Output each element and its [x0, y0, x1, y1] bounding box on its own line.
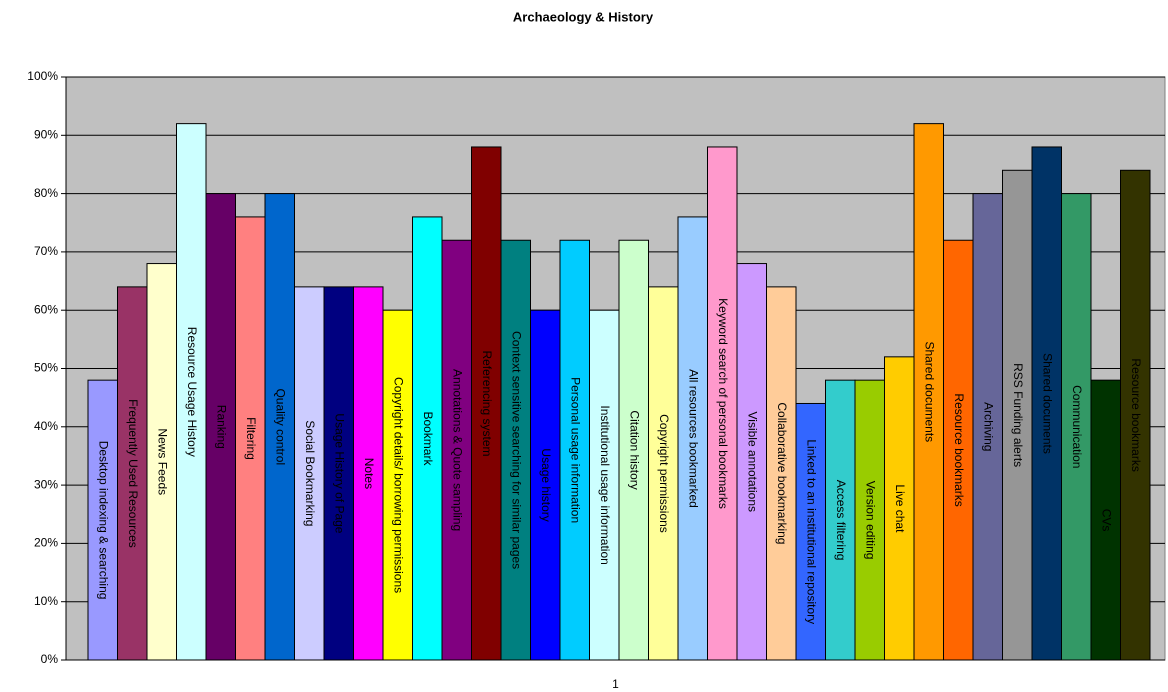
bar-label: Usage History of Page: [333, 413, 347, 533]
bar: [176, 123, 207, 661]
bar-label: Shared documents: [923, 341, 937, 442]
bar-label: Resource bookmarks: [952, 393, 966, 506]
y-tick-label: 40%: [34, 419, 58, 433]
bar-label: Linked to an institutional repository: [805, 439, 819, 624]
y-tick-label: 20%: [34, 536, 58, 550]
bar: [412, 216, 443, 661]
bar: [559, 239, 590, 661]
bar: [766, 286, 797, 661]
bar: [854, 379, 885, 661]
bar: [707, 146, 738, 661]
bar-label: Desktop indexing & searching: [97, 441, 111, 600]
y-tick-label: 10%: [34, 594, 58, 608]
bar-label: Copyright permissions: [657, 414, 671, 533]
bar-label: Personal usage information: [569, 377, 583, 523]
y-tick-label: 80%: [34, 186, 58, 200]
bar-label: News Feeds: [156, 428, 170, 495]
bar-label: Usage history: [539, 448, 553, 521]
bar-label: Institutional usage information: [598, 405, 612, 564]
bar: [677, 216, 708, 661]
bar-label: Keyword search of personal bookmarks: [716, 298, 730, 509]
y-tick-label: 100%: [27, 69, 58, 83]
bar-label: Frequently Used Resources: [126, 399, 140, 548]
bar: [736, 263, 767, 661]
y-tick-label: 0%: [41, 652, 59, 666]
bar-label: Access filtering: [834, 480, 848, 561]
bar: [500, 239, 531, 661]
bar: [825, 379, 856, 661]
bar-label: Bookmark: [421, 411, 435, 466]
bar-label: CVs: [1100, 509, 1114, 532]
bar-label: Referencing system: [480, 350, 494, 456]
bar: [323, 286, 354, 661]
y-tick-label: 30%: [34, 477, 58, 491]
bar: [589, 309, 620, 661]
bar-label: Visible annotations: [746, 412, 760, 513]
bar-label: Archiving: [982, 402, 996, 451]
bar-label: Resource Usage History: [185, 327, 199, 457]
bar: [117, 286, 148, 661]
bar: [1061, 193, 1092, 661]
bar-label: RSS Funding alerts: [1011, 363, 1025, 467]
bar: [264, 193, 295, 661]
bar-label: All resources bookmarked: [687, 369, 701, 508]
bar: [471, 146, 502, 661]
bar-label: Notes: [362, 458, 376, 489]
bar-label: Social Bookmarking: [303, 420, 317, 526]
bar-label: Quality control: [274, 388, 288, 465]
bar: [913, 123, 944, 661]
bar-label: Filtering: [244, 417, 258, 460]
y-tick-label: 90%: [34, 127, 58, 141]
bar-label: Collaborative bookmarking: [775, 402, 789, 544]
bar-label: Context sensitive searching for similar …: [510, 331, 524, 569]
bar-label: Communication: [1070, 385, 1084, 468]
bar: [943, 239, 974, 661]
bar-label: Annotations & Quote sampling: [451, 369, 465, 531]
bar-label: Shared documents: [1041, 353, 1055, 454]
bar: [205, 193, 236, 661]
x-tick-label: 1: [612, 677, 619, 691]
bar-label: Copyright details/ borrowing permissions: [392, 377, 406, 593]
bar: [146, 263, 177, 661]
bar: [1002, 169, 1033, 661]
bar-label: Live chat: [893, 484, 907, 533]
bar-label: Citation history: [628, 410, 642, 489]
bar: [884, 356, 915, 661]
chart-title: Archaeology & History: [513, 9, 654, 24]
bar-label: Ranking: [215, 405, 229, 449]
bar: [441, 239, 472, 661]
bar-label: Version editing: [864, 481, 878, 560]
y-tick-label: 70%: [34, 244, 58, 258]
bar: [382, 309, 413, 661]
bar-label: Resource bookmarks: [1129, 358, 1143, 471]
bar: [648, 286, 679, 661]
y-tick-label: 60%: [34, 302, 58, 316]
y-tick-label: 50%: [34, 361, 58, 375]
